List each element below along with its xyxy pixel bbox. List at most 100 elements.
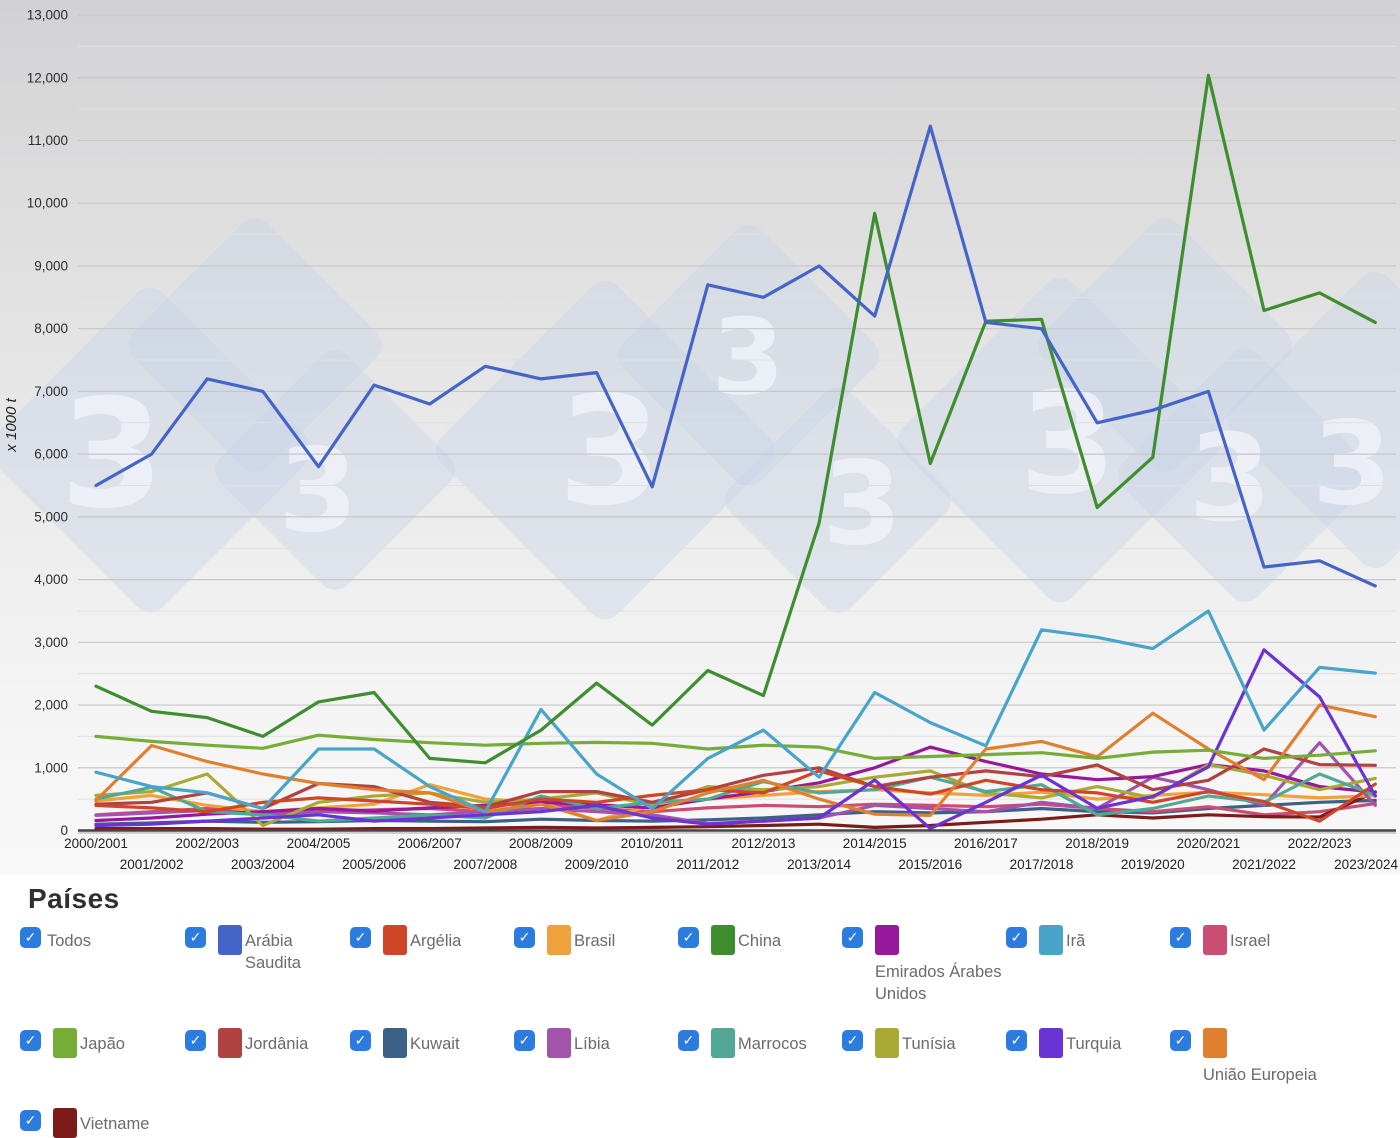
checkbox-tunisia[interactable]: ✓ [842,1029,863,1051]
color-swatch-arabia-saudita [218,925,242,955]
color-swatch-israel [1203,925,1227,955]
legend-item-marrocos[interactable]: ✓ Marrocos [678,1027,842,1086]
color-swatch-tunisia [875,1027,899,1058]
series-line-china [94,73,1377,765]
x-axis-tick-label: 2019/2020 [1121,857,1185,872]
y-axis-tick-label: 1,000 [34,760,68,775]
y-axis-tick-label: 10,000 [27,196,68,211]
legend-item-uniao-europeia[interactable]: ✓ União Europeia [1170,1027,1335,1086]
x-axis-tick-label: 2022/2023 [1288,836,1352,851]
legend-item-tunisia[interactable]: ✓ Tunísia [842,1027,1006,1086]
x-axis-tick-label: 2004/2005 [287,836,351,851]
checkbox-brasil[interactable]: ✓ [514,927,535,948]
series-line-jordania [94,747,1377,811]
legend-item-argelia[interactable]: ✓ Argélia [350,925,514,1006]
color-swatch-brasil [547,925,571,955]
y-axis-title: x 1000 t [3,397,20,452]
checkbox-vietname[interactable]: ✓ [20,1109,41,1131]
x-axis-tick-label: 2009/2010 [565,857,629,872]
legend-item-ira[interactable]: ✓ Irã [1006,925,1170,1006]
y-axis-tick-label: 3,000 [34,635,68,650]
legend-title: Países [28,883,120,914]
checkbox-kuwait[interactable]: ✓ [350,1029,371,1051]
y-axis-tick-label: 12,000 [27,70,68,85]
watermark-three-glyph: 3 [1188,410,1272,549]
series-line-arabia-saudita [94,124,1377,588]
checkbox-libia[interactable]: ✓ [514,1029,535,1051]
x-axis-tick-label: 2020/2021 [1176,836,1240,851]
x-axis-tick-label: 2011/2012 [676,857,739,872]
checkbox-israel[interactable]: ✓ [1170,927,1191,948]
legend-label-tunisia: Tunísia [902,1034,956,1053]
legend-label-brasil: Brasil [574,932,616,950]
legend-item-emirados-arabes-unidos[interactable]: ✓ Emirados Árabes Unidos [842,925,1006,1006]
y-axis-tick-label: 2,000 [34,698,68,713]
legend-item-jordania[interactable]: ✓ Jordânia [185,1027,350,1086]
watermark-three-glyph: 3 [1019,363,1117,526]
legend-label-israel: Israel [1230,932,1271,950]
legend-item-israel[interactable]: ✓ Israel [1170,925,1335,1006]
x-axis-tick-label: 2021/2022 [1232,857,1296,872]
y-axis-tick-label: 0 [60,823,68,838]
y-axis-tick-label: 6,000 [34,447,68,462]
color-swatch-marrocos [711,1027,735,1058]
x-axis-tick-label: 2017/2018 [1010,857,1074,872]
checkbox-jordania[interactable]: ✓ [185,1029,206,1051]
color-swatch-jordania [218,1027,242,1058]
watermark-three-glyph: 3 [711,296,785,419]
legend-label-libia: Líbia [574,1034,610,1053]
x-axis-tick-label: 2007/2008 [453,857,517,872]
legend-item-turquia[interactable]: ✓ Turquia [1006,1027,1170,1086]
checkbox-uniao-europeia[interactable]: ✓ [1170,1029,1191,1051]
series-line-japao [94,733,1377,761]
legend-label-argelia: Argélia [410,932,462,950]
x-axis-tick-label: 2013/2014 [787,857,851,872]
legend-item-arabia-saudita[interactable]: ✓ Arábia Saudita [185,925,350,1006]
x-axis-tick-label: 2010/2011 [621,836,684,851]
series-line-uniao-europeia [94,703,1377,823]
legend-panel: Países ✓ Todos ✓ Arábia Saudita ✓ Argélia ✓ Bra… [0,875,1400,1138]
legend-item-japao[interactable]: ✓ Japão [20,1027,185,1086]
legend-label-ira: Irã [1066,932,1086,950]
y-axis-tick-label: 5,000 [34,509,68,524]
checkbox-china[interactable]: ✓ [678,927,699,948]
y-axis-tick-label: 8,000 [34,321,68,336]
checkbox-todos[interactable]: ✓ [20,927,41,948]
checkbox-argelia[interactable]: ✓ [350,927,371,948]
legend-item-todos[interactable]: ✓ Todos [20,925,185,1006]
legend-item-china[interactable]: ✓ China [678,925,842,1006]
series-line-vietname [94,790,1377,831]
x-axis-tick-label: 2000/2001 [64,836,128,851]
legend-label-emirados-arabes-unidos: Emirados Árabes Unidos [875,963,1002,1004]
x-axis-tick-label: 2006/2007 [398,836,462,851]
checkbox-emirados-arabes-unidos[interactable]: ✓ [842,927,863,948]
color-swatch-kuwait [383,1027,407,1058]
legend-item-kuwait[interactable]: ✓ Kuwait [350,1027,514,1086]
checkbox-marrocos[interactable]: ✓ [678,1029,699,1051]
legend-grid: ✓ Todos ✓ Arábia Saudita ✓ Argélia ✓ Brasil ✓ Chi… [20,925,1400,1138]
legend-item-libia[interactable]: ✓ Líbia [514,1027,678,1086]
color-swatch-vietname [53,1107,77,1138]
legend-label-japao: Japão [80,1034,125,1053]
legend-label-arabia-saudita: Arábia Saudita [245,932,301,973]
checkbox-turquia[interactable]: ✓ [1006,1029,1027,1051]
legend-label-marrocos: Marrocos [738,1034,807,1053]
series-line-turquia [94,648,1377,831]
legend-label-vietname: Vietname [80,1114,150,1133]
x-axis-tick-label: 2015/2016 [898,857,962,872]
checkbox-japao[interactable]: ✓ [20,1029,41,1051]
legend-item-vietname[interactable]: ✓ Vietname [20,1107,185,1138]
y-axis-tick-label: 11,000 [28,133,68,148]
watermark-three-glyph: 3 [821,437,903,572]
y-axis-tick-label: 7,000 [34,384,68,399]
x-axis-tick-label: 2016/2017 [954,836,1018,851]
legend-item-brasil[interactable]: ✓ Brasil [514,925,678,1006]
legend-label-turquia: Turquia [1066,1034,1122,1053]
watermark-three-glyph: 3 [277,424,359,559]
x-axis-tick-label: 2003/2004 [231,857,295,872]
checkbox-ira[interactable]: ✓ [1006,927,1027,948]
x-axis-tick-label: 2012/2013 [732,836,796,851]
series-line-emirados-arabes-unidos [94,745,1377,823]
y-axis-tick-label: 13,000 [27,8,68,23]
checkbox-arabia-saudita[interactable]: ✓ [185,927,206,948]
